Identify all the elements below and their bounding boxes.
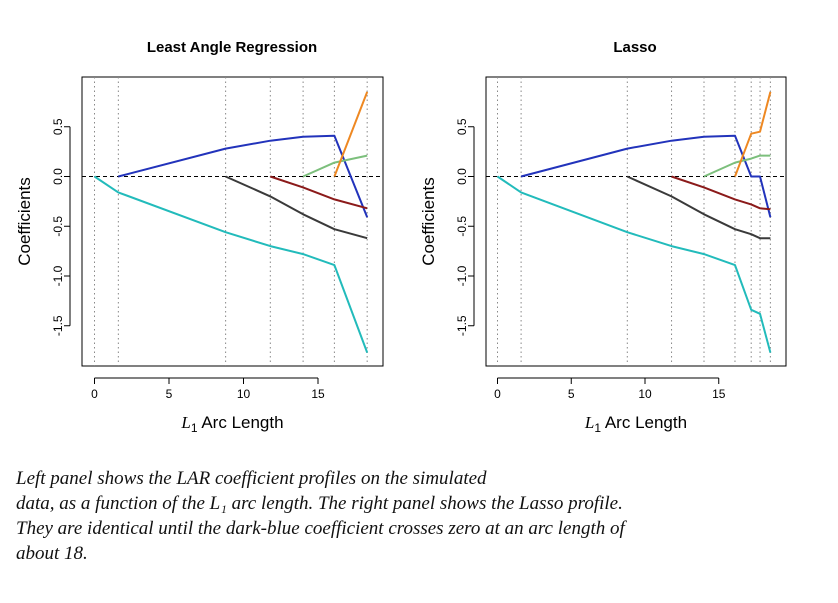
y-axis-label: Coefficients bbox=[419, 177, 438, 266]
x-tick-label: 5 bbox=[166, 387, 173, 401]
caption-line-1: Left panel shows the LAR coefficient pro… bbox=[16, 468, 487, 489]
series-line-orange bbox=[734, 91, 772, 177]
series-line-cyan bbox=[496, 175, 772, 353]
lar-panel: Least Angle Regression 0 5 10 15 L1 Arc Lengt… bbox=[15, 39, 384, 435]
x-tick-label: 15 bbox=[311, 387, 325, 401]
y-tick-label: -1.5 bbox=[51, 315, 65, 336]
series-line-orange bbox=[333, 91, 369, 177]
series-line-dark-grey bbox=[626, 175, 771, 240]
y-tick-label: 0.0 bbox=[455, 168, 469, 185]
caption-line-4: about 18. bbox=[16, 543, 88, 564]
x-tick-label: 0 bbox=[91, 387, 98, 401]
caption-line-3: They are identical until the dark-blue c… bbox=[16, 518, 625, 539]
x-tick-label: 10 bbox=[237, 387, 251, 401]
x-tick-label: 0 bbox=[494, 387, 501, 401]
y-tick-label: -1.0 bbox=[51, 265, 65, 286]
x-tick-label: 5 bbox=[568, 387, 575, 401]
y-axis-label: Coefficients bbox=[15, 177, 34, 266]
plot-frame bbox=[485, 76, 787, 367]
series-line-dark-red bbox=[671, 175, 771, 211]
chart-title: Lasso bbox=[613, 39, 656, 56]
y-tick-label: -0.5 bbox=[51, 216, 65, 237]
series-line-cyan bbox=[93, 175, 369, 353]
x-tick-label: 10 bbox=[638, 387, 652, 401]
y-tick-label: 0.5 bbox=[455, 118, 469, 135]
y-tick-label: -1.5 bbox=[455, 315, 469, 336]
x-axis-label: L1 Arc Length bbox=[180, 413, 283, 435]
series-line-green bbox=[703, 154, 771, 178]
x-tick-label: 15 bbox=[712, 387, 726, 401]
figure-caption: Left panel shows the LAR coefficient pro… bbox=[16, 466, 831, 566]
y-tick-label: 0.0 bbox=[51, 168, 65, 185]
figure: Least Angle Regression 0 5 10 15 L1 Arc Lengt… bbox=[15, 39, 787, 435]
lasso-panel: Lasso 0 5 10 15 L1 Arc Length 0.5 0.0 -0.5 -1.0 -1… bbox=[419, 39, 787, 435]
plot-frame bbox=[81, 76, 384, 367]
y-tick-label: 0.5 bbox=[51, 118, 65, 135]
y-tick-label: -0.5 bbox=[455, 216, 469, 237]
series-line-dark-grey bbox=[225, 175, 368, 240]
chart-title: Least Angle Regression bbox=[147, 39, 317, 56]
x-axis-label: L1 Arc Length bbox=[584, 413, 687, 435]
series-line-green bbox=[302, 154, 368, 178]
caption-line-2: data, as a function of the L₁ arc length… bbox=[16, 493, 623, 514]
series-line-dark-red bbox=[269, 175, 368, 210]
series-line-dark-blue bbox=[520, 134, 772, 218]
y-tick-label: -1.0 bbox=[455, 265, 469, 286]
series-line-dark-blue bbox=[118, 134, 369, 218]
